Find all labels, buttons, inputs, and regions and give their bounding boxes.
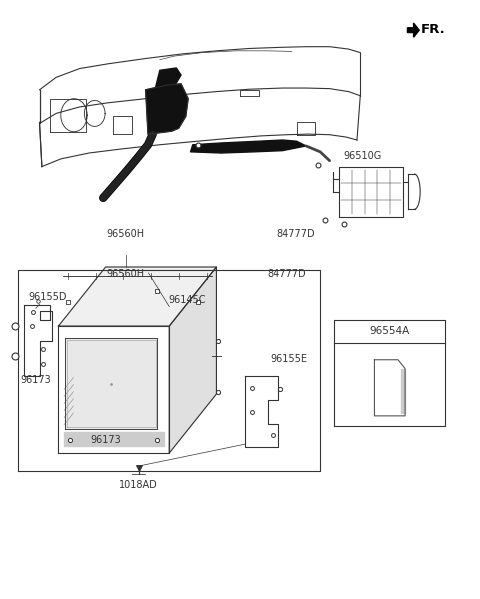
Polygon shape [59, 267, 216, 326]
Text: 96554A: 96554A [370, 326, 410, 337]
Text: 96560H: 96560H [107, 229, 145, 238]
Text: 84777D: 84777D [276, 229, 315, 238]
Polygon shape [145, 84, 188, 134]
Text: 96173: 96173 [21, 375, 52, 385]
Text: 96155D: 96155D [28, 292, 67, 302]
Polygon shape [64, 432, 164, 446]
Text: FR.: FR. [421, 23, 446, 36]
Text: 96155E: 96155E [271, 353, 308, 364]
Polygon shape [169, 267, 216, 453]
Polygon shape [155, 68, 181, 89]
Polygon shape [65, 338, 157, 429]
Polygon shape [191, 140, 306, 153]
Text: 96145C: 96145C [168, 295, 206, 305]
Polygon shape [401, 368, 405, 413]
Text: 96173: 96173 [90, 435, 121, 445]
Text: 1018AD: 1018AD [119, 480, 158, 489]
Polygon shape [408, 23, 419, 37]
Text: 96510G: 96510G [344, 151, 382, 161]
Text: 96560H: 96560H [107, 269, 145, 279]
Text: 84777D: 84777D [268, 269, 306, 279]
